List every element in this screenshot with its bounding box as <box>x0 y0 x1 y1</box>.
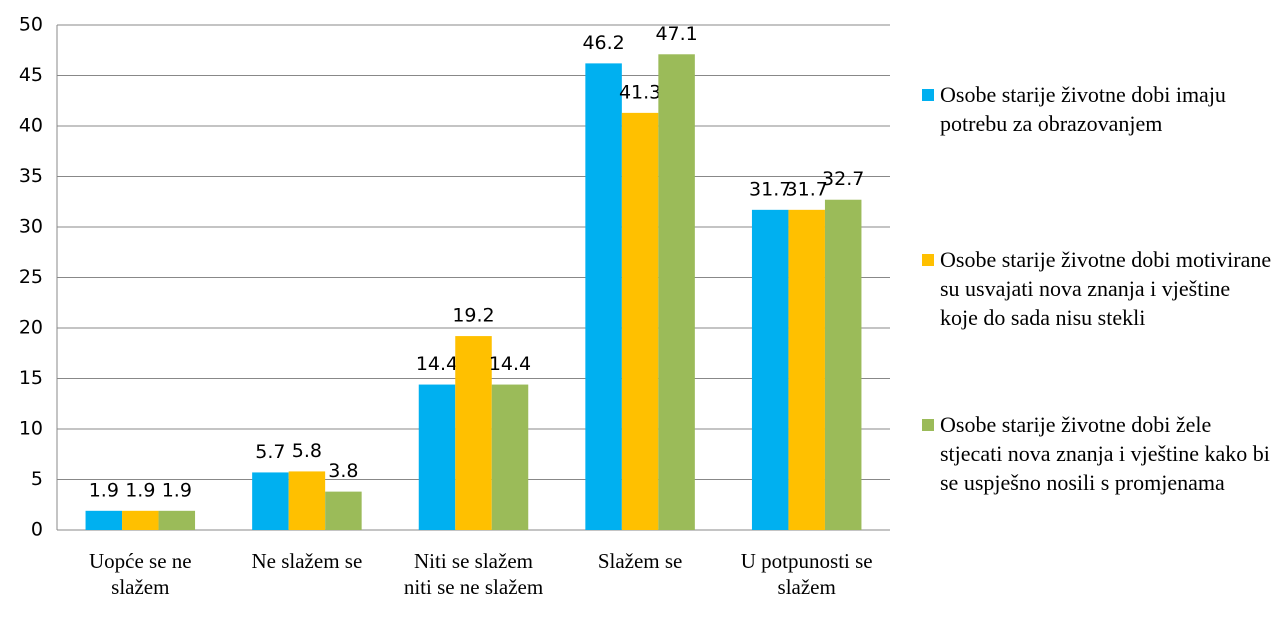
bar <box>455 336 492 530</box>
bar <box>788 209 825 530</box>
y-tick-label: 15 <box>19 367 43 389</box>
y-tick-label: 20 <box>19 317 43 339</box>
bar <box>491 384 529 530</box>
data-label: 19.2 <box>452 305 494 327</box>
legend-item: Osobe starije životne dobi žele stjecati… <box>922 410 1272 497</box>
data-label: 46.2 <box>582 32 624 54</box>
bar <box>824 199 862 531</box>
bar <box>252 472 289 530</box>
x-tick-label: U potpunosti se slažem <box>740 549 873 599</box>
bar <box>585 63 622 530</box>
bar <box>85 510 123 530</box>
bar <box>288 471 326 530</box>
y-tick-label: 10 <box>19 418 43 440</box>
x-tick-label: Ne slažem se <box>251 549 363 573</box>
legend-label: Osobe starije životne dobi žele stjecati… <box>940 412 1270 495</box>
bar <box>325 491 362 530</box>
legend-swatch <box>922 254 934 266</box>
legend-swatch <box>922 419 934 431</box>
y-tick-label: 40 <box>19 115 43 137</box>
y-tick-label: 5 <box>31 468 43 490</box>
data-label: 1.9 <box>162 479 192 501</box>
y-tick-label: 50 <box>19 14 43 36</box>
bar <box>122 510 159 530</box>
data-label: 5.7 <box>255 441 285 463</box>
y-tick-label: 35 <box>19 165 43 187</box>
data-label: 1.9 <box>125 479 155 501</box>
y-tick-label: 45 <box>19 64 43 86</box>
y-tick-label: 0 <box>31 519 43 541</box>
y-tick-label: 30 <box>19 216 43 238</box>
data-label: 14.4 <box>416 353 458 375</box>
data-label: 32.7 <box>822 168 864 190</box>
data-label: 47.1 <box>655 23 697 45</box>
bar <box>751 209 789 530</box>
data-label: 5.8 <box>292 440 322 462</box>
bar <box>621 112 659 531</box>
data-label: 14.4 <box>489 353 531 375</box>
legend-label: Osobe starije životne dobi motivirane su… <box>940 247 1272 330</box>
x-tick-label: Uopće se ne slažem <box>88 549 192 599</box>
legend-item: Osobe starije životne dobi imaju potrebu… <box>922 80 1272 138</box>
data-label: 3.8 <box>328 460 358 482</box>
y-tick-label: 25 <box>19 266 43 288</box>
legend-item: Osobe starije životne dobi motivirane su… <box>922 245 1272 332</box>
bar <box>158 510 196 530</box>
data-label: 1.9 <box>89 479 119 501</box>
bar <box>418 384 456 530</box>
x-tick-label: Niti se slažem niti se ne slažem <box>403 549 544 599</box>
data-label: 31.7 <box>749 178 791 200</box>
legend-swatch <box>922 89 934 101</box>
data-label: 41.3 <box>619 81 661 103</box>
x-tick-label: Slažem se <box>597 549 683 573</box>
data-label: 31.7 <box>786 178 828 200</box>
bar <box>658 54 695 530</box>
legend-label: Osobe starije životne dobi imaju potrebu… <box>940 82 1226 136</box>
